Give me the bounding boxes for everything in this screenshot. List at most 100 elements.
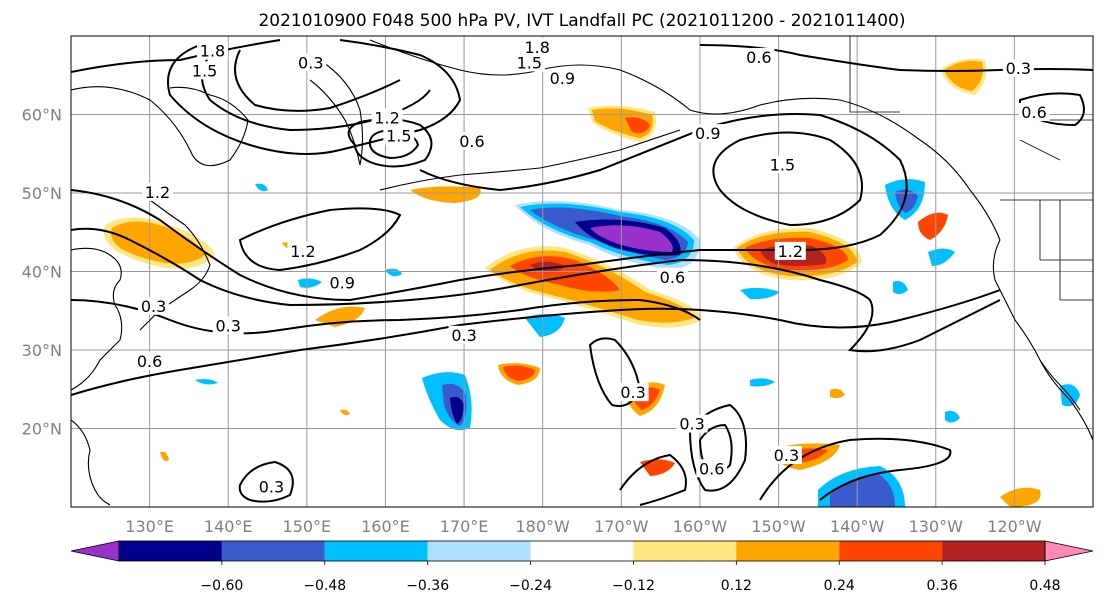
contour-label: 1.5 — [192, 61, 217, 80]
contour-label: 0.6 — [699, 459, 724, 478]
border-us-states — [1019, 119, 1093, 301]
pv-contour-line — [71, 289, 1001, 396]
coastline-kamchatka — [309, 59, 364, 166]
colorbar-tick-label: 0.24 — [824, 578, 855, 594]
lat-tick-label: 40°N — [22, 263, 62, 282]
contour-label-bg — [521, 37, 553, 56]
contour-label-bg — [448, 325, 480, 344]
contour-label: 1.8 — [524, 38, 549, 57]
colorbar-segment — [221, 541, 325, 561]
contour-label-bg — [513, 53, 545, 72]
contour-label-bg — [1018, 102, 1050, 121]
pv-contour-line — [368, 128, 420, 160]
contour-label: 1.2 — [778, 242, 803, 261]
contour-label-bg — [546, 69, 578, 88]
colorbar-tick-label: −0.60 — [200, 578, 243, 594]
negative-anomaly-region — [298, 278, 322, 288]
positive-anomaly-region — [315, 306, 365, 327]
contour-label: 0.3 — [141, 297, 166, 316]
contour-label: 0.6 — [137, 352, 162, 371]
colorbar-segment — [427, 541, 531, 561]
contour-label-bg — [141, 183, 173, 201]
lat-tick-label: 30°N — [22, 341, 62, 360]
pv-contour-line — [759, 437, 952, 501]
political-borders — [849, 36, 1093, 301]
positive-anomaly-region — [830, 388, 845, 399]
colorbar-tick-label: 0.12 — [721, 578, 752, 594]
positive-anomaly-region — [1000, 487, 1041, 507]
lon-tick-label: 150°W — [751, 517, 806, 536]
contour-label-bg — [770, 445, 802, 464]
lon-tick-label: 170°E — [440, 517, 489, 536]
contour-label-bg — [189, 61, 221, 80]
positive-anomaly-region — [918, 212, 948, 240]
contour-label: 1.2 — [145, 183, 170, 202]
contour-label-bg — [1002, 58, 1034, 77]
lon-tick-label: 130°E — [125, 517, 174, 536]
colorbar-segment — [736, 541, 840, 561]
colorbar-segment — [942, 541, 1045, 561]
colorbar: −0.60 −0.48 −0.36 −0.24 −0.12 0.12 0.24 0.36 0.4… — [70, 540, 1094, 594]
contour-label-bg — [287, 241, 319, 260]
lon-tick-label: 170°W — [594, 517, 649, 536]
pv-contour-line — [619, 453, 687, 506]
negative-anomaly-region — [450, 396, 464, 424]
contour-label: 0.3 — [216, 316, 241, 335]
negative-anomaly-region — [945, 410, 960, 423]
negative-anomaly-region — [928, 248, 955, 266]
lon-tick-label: 160°W — [673, 517, 728, 536]
colorbar-tick-label: 0.48 — [1029, 578, 1060, 594]
contour-label-bg — [295, 53, 327, 72]
contour-label: 0.3 — [774, 446, 799, 465]
contour-label: 1.2 — [290, 242, 315, 261]
contour-label-bg — [456, 131, 488, 150]
map-gridlines — [71, 36, 1093, 507]
contour-label: 0.3 — [1006, 59, 1031, 78]
negative-anomaly-region — [255, 183, 268, 192]
lon-tick-label: 120°W — [987, 517, 1042, 536]
pv-contour-line — [71, 39, 281, 73]
contour-label: 0.9 — [695, 124, 720, 143]
negative-anomaly-region — [750, 378, 775, 387]
contour-label-bg — [696, 459, 728, 478]
pv-contour-line — [71, 298, 701, 335]
contour-label: 1.5 — [517, 53, 542, 72]
lon-tick-label: 140°E — [204, 517, 253, 536]
pv-contour-line — [167, 39, 462, 155]
contour-label-bg — [197, 41, 229, 60]
map-frame — [70, 35, 1094, 508]
colorbar-segment — [324, 541, 428, 561]
colorbar-extend-low — [70, 540, 120, 562]
contour-label-bg — [326, 273, 358, 292]
colorbar-tick-label: −0.12 — [612, 578, 655, 594]
colorbar-tick-label: −0.36 — [406, 578, 449, 594]
colorbar-tick-label: −0.24 — [509, 578, 552, 594]
contour-label: 0.6 — [459, 132, 484, 151]
negative-anomaly-region — [525, 314, 565, 337]
colorbar-tick-label: 0.36 — [927, 578, 958, 594]
negative-anomaly-region — [385, 268, 402, 277]
contour-label-bg — [766, 155, 798, 174]
contour-label: 0.6 — [746, 48, 771, 67]
negative-anomaly-region — [893, 281, 908, 295]
positive-anomaly-region — [340, 409, 350, 416]
coastline-mexico — [1039, 359, 1081, 411]
chart-title: 2021010900 F048 500 hPa PV, IVT Landfall… — [258, 11, 905, 31]
map-layer: 1.81.5 0.31.81.50.90.60.30.61.21.5 0.6 0.91… — [71, 36, 1093, 507]
negative-anomaly-region — [830, 474, 895, 507]
colorbar-extend-high — [1044, 540, 1094, 562]
contour-label-bg — [617, 383, 649, 402]
negative-anomaly-region — [195, 379, 218, 385]
contour-label: 1.8 — [200, 42, 225, 61]
negative-anomaly-region — [740, 287, 780, 300]
lat-tick-label: 20°N — [22, 420, 62, 439]
border-alaska-canada — [849, 36, 900, 113]
contour-label-bg — [371, 108, 403, 127]
lon-tick-label: 180°W — [516, 517, 571, 536]
lon-tick-label: 150°E — [283, 517, 332, 536]
lon-tick-label: 130°W — [909, 517, 964, 536]
contour-label: 0.3 — [679, 415, 704, 434]
coastlines — [71, 39, 1093, 506]
contour-label: 0.6 — [1021, 103, 1046, 122]
